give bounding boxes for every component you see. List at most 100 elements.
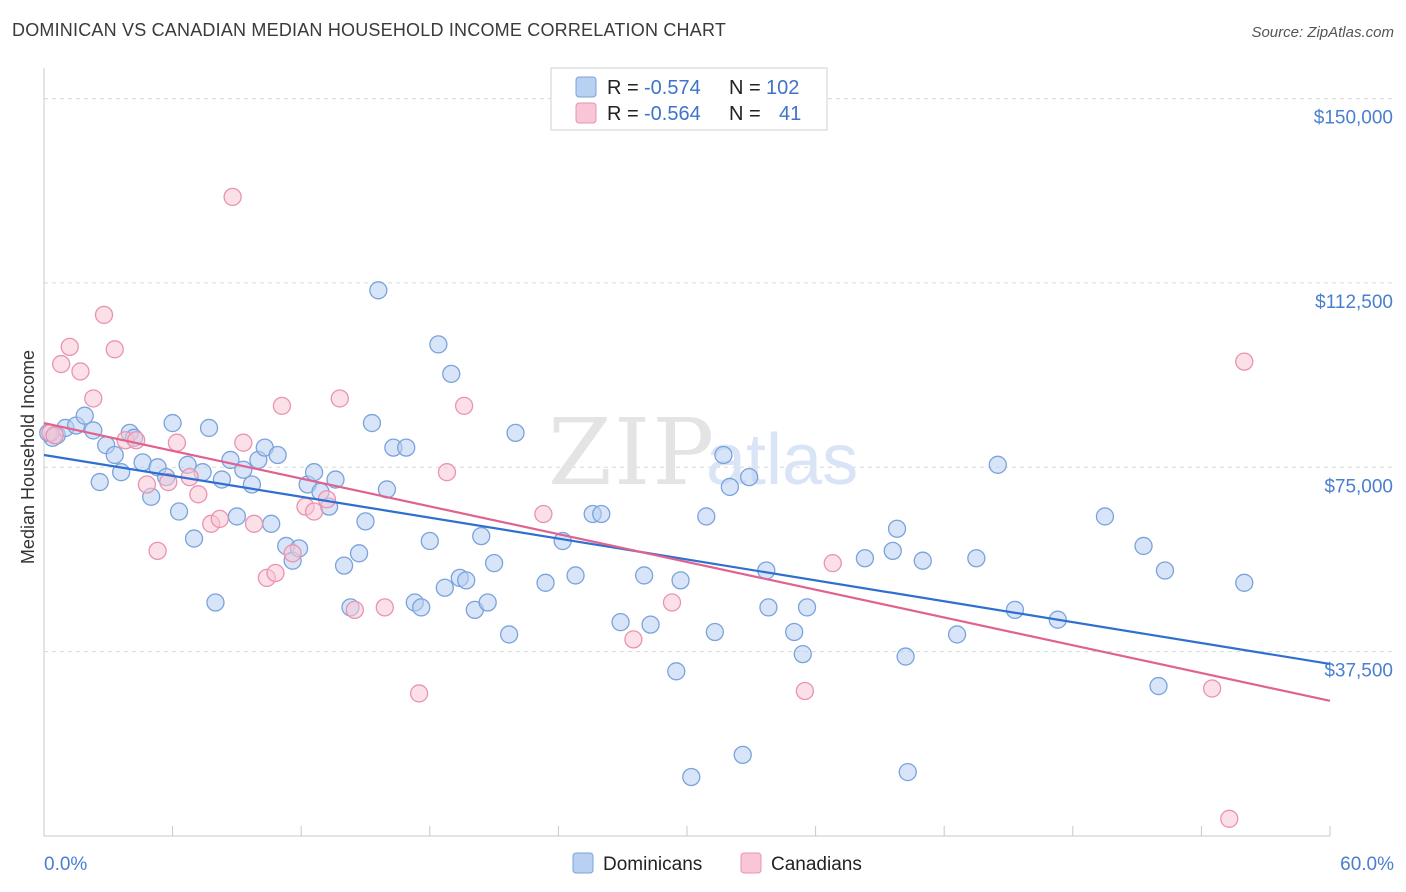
dominicans-point-21	[199, 418, 219, 438]
axes-layer: $37,500 $75,000 $112,500 $150,000	[43, 68, 1393, 837]
dominicans-point-92	[967, 549, 986, 568]
dominicans-point-81	[759, 598, 778, 617]
x-tick-label-min: 0.0%	[44, 854, 87, 875]
canadians-point-13	[167, 433, 187, 452]
canadians-point-4	[71, 362, 90, 381]
dominicans-point-54	[442, 364, 461, 384]
dominicans-point-83	[793, 644, 812, 664]
dominicans-point-79	[740, 467, 759, 487]
dominicans-point-63	[536, 573, 555, 592]
dominicans-point-85	[855, 549, 875, 568]
x-tick-label-max: 60.0%	[1340, 854, 1394, 875]
dominicans-point-6	[90, 472, 109, 492]
canadians-point-32	[437, 463, 457, 482]
dominicans-point-62	[506, 423, 525, 443]
legend-r-value-dominicans: -0.574	[644, 77, 701, 99]
dominicans-point-58	[472, 526, 491, 546]
canadians-point-7	[105, 340, 124, 359]
dominicans-point-97	[1134, 536, 1153, 556]
canadians-point-34	[534, 504, 553, 524]
dominicans-point-78	[733, 745, 752, 765]
dominicans-point-67	[592, 504, 611, 524]
stats-legend: R = -0.574 N = 102 R = -0.564 N = 41	[550, 67, 828, 131]
dominicans-point-22	[206, 593, 225, 612]
y-tick-label-3: $150,000	[1314, 108, 1393, 129]
dominicans-point-98	[1149, 676, 1168, 696]
dominicans-point-45	[369, 281, 388, 300]
dominicans-point-88	[896, 647, 915, 666]
dominicans-point-65	[566, 566, 585, 585]
dominicans-point-48	[397, 438, 416, 457]
canadians-point-2	[51, 354, 71, 374]
dominicans-point-87	[887, 519, 907, 538]
legend-n-label-dominicans: N =	[729, 77, 761, 99]
legend-n-label-canadians: N =	[729, 103, 761, 125]
dominicans-point-72	[671, 571, 690, 590]
dominicans-point-53	[435, 578, 454, 597]
dominicans-point-19	[184, 529, 204, 548]
canadians-point-9	[127, 431, 146, 450]
bottom-legend-swatch-canadians	[740, 852, 762, 874]
canadians-point-19	[234, 433, 253, 452]
legend-n-value-canadians: 41	[779, 103, 801, 125]
watermark: ZIP atlas	[548, 399, 858, 506]
dominicans-point-30	[262, 514, 281, 533]
dominicans-point-42	[349, 544, 369, 563]
dominicans-point-5	[84, 421, 103, 440]
dominicans-point-16	[163, 413, 182, 433]
dominicans-point-52	[429, 335, 448, 354]
dominicans-point-90	[913, 551, 932, 570]
canadians-point-17	[210, 509, 229, 529]
dominicans-point-56	[457, 571, 476, 590]
dominicans-point-50	[412, 598, 431, 617]
y-tick-label-1: $75,000	[1324, 476, 1393, 497]
dominicans-point-8	[105, 445, 124, 465]
canadians-point-20	[244, 514, 264, 533]
canadians-point-33	[454, 396, 474, 415]
canadians-point-26	[304, 502, 324, 521]
dominicans-point-86	[883, 541, 902, 561]
dominicans-point-43	[356, 512, 375, 531]
canadians-point-23	[272, 396, 292, 415]
bottom-legend-label-dominicans: Dominicans	[603, 854, 702, 875]
canadians-point-15	[189, 485, 208, 504]
dominicans-point-69	[634, 566, 654, 585]
canadians-point-35	[624, 630, 643, 649]
legend-r-value-canadians: -0.564	[644, 103, 701, 125]
dominicans-point-36	[304, 463, 324, 482]
dominicans-point-73	[682, 767, 701, 787]
dominicans-point-84	[797, 598, 817, 617]
y-tick-label-0: $37,500	[1324, 661, 1393, 682]
canadians-point-10	[137, 475, 157, 494]
dominicans-point-94	[1005, 600, 1025, 620]
canadians-point-5	[84, 389, 103, 408]
legend-swatch-canadians	[575, 102, 597, 124]
canadians-point-36	[662, 593, 682, 612]
canadians-point-18	[223, 187, 242, 207]
dominicans-point-76	[714, 445, 733, 465]
dominicans-point-70	[641, 615, 660, 634]
dominicans-point-40	[334, 556, 354, 575]
dominicans-point-93	[988, 455, 1007, 474]
dominicans-point-17	[169, 502, 189, 521]
dominicans-point-74	[697, 507, 716, 526]
canadians-point-31	[409, 684, 429, 703]
canadians-point-29	[345, 600, 364, 620]
legend-r-label-canadians: R =	[607, 103, 639, 125]
y-tick-label-2: $112,500	[1315, 292, 1393, 313]
dominicans-point-25	[227, 507, 247, 526]
canadians-point-22	[266, 563, 285, 583]
canadians-point-39	[1202, 679, 1222, 698]
stats-legend-box	[550, 67, 828, 131]
canadians-point-6	[94, 305, 114, 325]
dominicans-point-31	[268, 445, 287, 465]
legend-r-label-dominicans: R =	[607, 77, 639, 99]
dominicans-point-61	[499, 625, 519, 644]
dominicans-point-4	[75, 406, 94, 425]
canadians-point-1	[45, 426, 64, 445]
dominicans-point-100	[1235, 573, 1254, 592]
dominicans-point-82	[785, 622, 804, 642]
y-axis-label: Median Household Income	[18, 350, 38, 564]
canadians-point-12	[159, 472, 178, 492]
